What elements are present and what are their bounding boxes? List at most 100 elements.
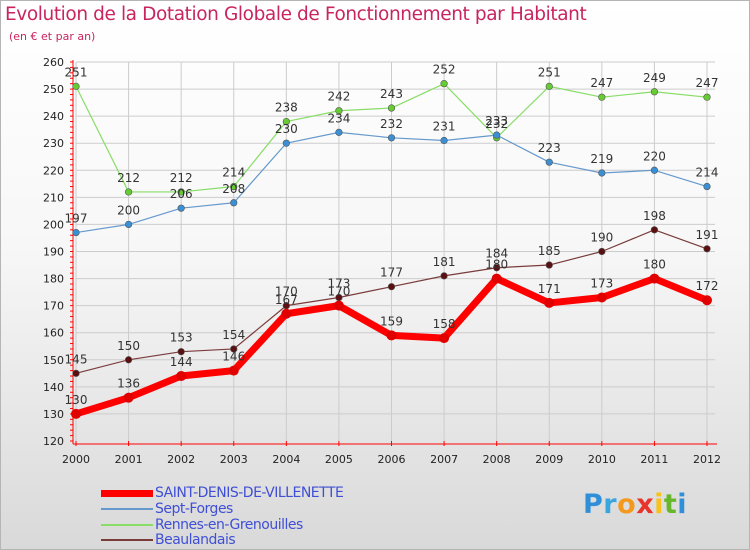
legend-swatch <box>101 508 153 510</box>
y-tick-label: 260 <box>43 56 64 69</box>
data-label: 177 <box>380 266 403 280</box>
data-point <box>176 371 187 382</box>
data-label: 173 <box>327 277 350 291</box>
data-label: 171 <box>538 282 561 296</box>
data-label: 242 <box>327 90 350 104</box>
data-label: 190 <box>590 231 613 245</box>
legend-item-saint-denis: SAINT-DENIS-DE-VILLENETTE <box>101 485 344 501</box>
data-label: 130 <box>65 393 88 407</box>
data-label: 247 <box>590 76 613 90</box>
chart-subtitle: (en € et par an) <box>9 30 96 43</box>
data-label: 145 <box>65 352 88 366</box>
data-point <box>596 292 607 303</box>
data-point <box>124 220 133 229</box>
x-tick-label: 2010 <box>588 453 616 466</box>
data-point <box>124 188 133 196</box>
data-labels: 251 212 212 214 238 242 243 252 232 251 247 249 247 1… <box>65 63 719 407</box>
data-point <box>282 117 290 126</box>
data-point <box>440 136 448 145</box>
data-label: 232 <box>380 117 403 131</box>
data-point <box>598 247 606 256</box>
data-point <box>72 369 80 377</box>
data-point <box>177 204 185 212</box>
y-tick-label: 240 <box>43 110 64 123</box>
data-point <box>123 392 134 403</box>
data-label: 198 <box>643 209 666 223</box>
x-tick-label: 2011 <box>640 453 668 466</box>
legend-item-beaulandais: Beaulandais <box>101 532 236 548</box>
data-label: 232 <box>485 117 508 131</box>
data-point <box>335 107 343 115</box>
x-tick-label: 2007 <box>430 453 458 466</box>
data-point <box>387 283 396 291</box>
data-point <box>72 82 80 90</box>
data-label: 158 <box>433 317 456 331</box>
logo-letter: P <box>583 489 604 520</box>
data-label: 153 <box>170 331 193 345</box>
data-label: 144 <box>170 355 193 369</box>
data-label: 146 <box>222 350 245 364</box>
data-point <box>598 93 606 101</box>
x-tick-label: 2004 <box>272 453 300 466</box>
data-label: 150 <box>117 339 140 353</box>
data-label: 170 <box>275 285 298 299</box>
data-point <box>177 188 185 196</box>
x-tick-label: 2005 <box>325 453 353 466</box>
data-point <box>493 131 501 139</box>
data-label: 231 <box>433 120 456 134</box>
data-label: 173 <box>590 277 613 291</box>
grid-lines <box>75 61 715 441</box>
x-tick-label: 2009 <box>535 453 563 466</box>
data-label: 214 <box>222 166 245 180</box>
legend-label: Sept-Forges <box>155 501 233 517</box>
data-label: 238 <box>275 101 298 115</box>
y-tick-label: 150 <box>43 354 64 367</box>
data-point <box>387 104 396 112</box>
data-point <box>72 228 80 237</box>
legend-swatch <box>101 489 153 497</box>
data-point <box>493 264 501 272</box>
series-lines <box>71 80 712 419</box>
data-label: 180 <box>643 258 666 272</box>
data-point <box>650 226 659 234</box>
data-label: 200 <box>117 203 140 217</box>
data-label: 159 <box>380 314 403 328</box>
legend-swatch <box>101 524 153 526</box>
x-tick-label: 2008 <box>483 453 511 466</box>
logo-letter: o <box>617 489 637 520</box>
proxiti-logo: Proxiti <box>583 489 687 520</box>
y-tick-label: 200 <box>43 218 64 231</box>
legend-item-rennes: Rennes-en-Grenouilles <box>101 517 303 533</box>
data-label: 181 <box>433 255 456 269</box>
axes: 1201301401501601701801902002102202302402… <box>43 56 721 466</box>
y-tick-label: 210 <box>43 191 64 204</box>
data-point <box>228 365 239 376</box>
data-label: 252 <box>433 63 456 77</box>
data-point <box>440 272 448 280</box>
logo-letter: i <box>654 489 664 520</box>
x-tick-label: 2000 <box>62 453 90 466</box>
x-tick-label: 2006 <box>378 453 406 466</box>
data-point <box>281 308 292 319</box>
data-point <box>230 182 238 191</box>
chart-title: Evolution de la Dotation Globale de Fonc… <box>5 4 587 25</box>
y-tick-label: 250 <box>43 83 64 96</box>
data-point <box>333 300 344 311</box>
data-label: 251 <box>65 65 88 79</box>
logo-letter: i <box>677 489 688 520</box>
data-label: 180 <box>485 258 508 272</box>
data-point <box>649 273 660 284</box>
data-point <box>650 88 659 96</box>
data-point <box>545 158 553 166</box>
data-point <box>71 408 81 419</box>
y-tick-label: 190 <box>43 246 64 259</box>
data-label: 154 <box>222 328 245 342</box>
data-label: 172 <box>696 279 719 293</box>
data-point <box>650 166 659 174</box>
data-point <box>703 182 711 191</box>
y-tick-label: 180 <box>43 273 64 286</box>
y-tick-label: 160 <box>43 327 64 340</box>
data-label: 230 <box>275 122 298 136</box>
